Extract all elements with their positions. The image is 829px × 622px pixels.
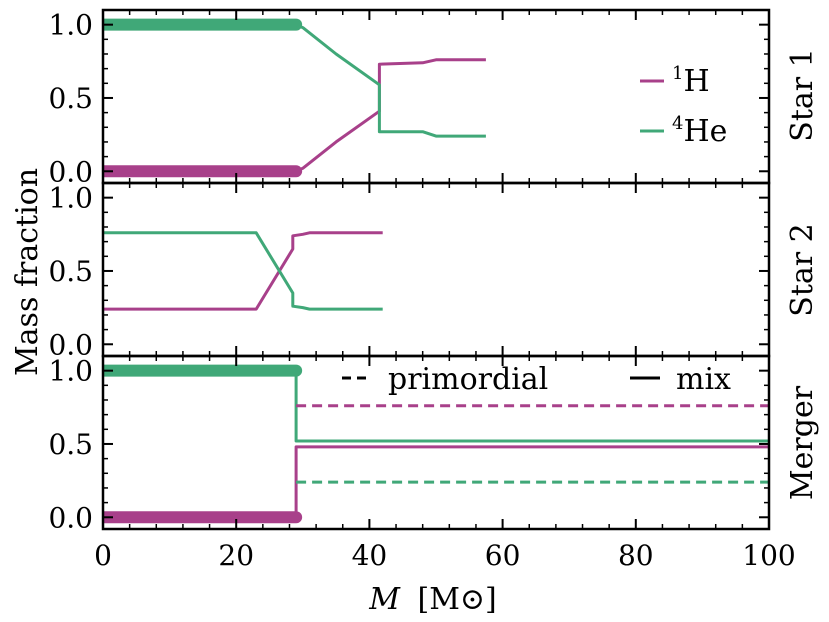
panel-label-star-1: Star 1 (785, 48, 820, 141)
line-style-legend: primordial mix (342, 362, 731, 397)
species-legend: 1H 4He (640, 63, 727, 149)
y-tick-label: 0.0 (48, 328, 93, 361)
legend-label-primordial: primordial (388, 362, 548, 397)
series-line-4He-solid (103, 231, 383, 311)
x-tick-label: 0 (94, 539, 112, 572)
y-tick-label: 0.5 (48, 428, 93, 461)
chart-marks (103, 18, 769, 524)
tick-labels: 0.00.51.00.00.51.00.00.51.00 20 40 60 80 100 (48, 9, 795, 572)
y-tick-label: 0.5 (48, 82, 93, 115)
x-tick-label: 100 (742, 539, 795, 572)
panel-2-series (103, 231, 383, 311)
y-tick-label: 0.0 (48, 501, 93, 534)
panel-1-series (103, 18, 486, 178)
y-tick-label: 1.0 (48, 355, 93, 388)
legend-label-he4: 4He (672, 113, 727, 149)
y-tick-label: 1.0 (48, 9, 93, 42)
x-tick-label: 60 (485, 539, 521, 572)
x-tick-label: 40 (352, 539, 388, 572)
series-line-1H-solid (103, 58, 486, 173)
x-axis-label-symbol: M (368, 582, 401, 617)
x-tick-label: 80 (618, 539, 654, 572)
legend-label-mix: mix (676, 362, 731, 397)
panel-2-frame (101, 181, 771, 358)
series-line-4He-solid (103, 23, 486, 138)
axis-ticks (102, 10, 770, 529)
y-tick-label: 0.5 (48, 255, 93, 288)
panel-label-star-2: Star 2 (785, 223, 820, 316)
panel-3-frame (101, 354, 771, 531)
x-tick-label: 20 (218, 539, 254, 572)
y-tick-label: 1.0 (48, 182, 93, 215)
x-axis-label: M [M⊙] (368, 582, 497, 617)
y-tick-label: 0.0 (48, 155, 93, 188)
panel-1-frame (101, 8, 771, 185)
x-axis-label-unit: [M⊙] (418, 582, 497, 617)
panel-frames (101, 8, 771, 531)
y-axis-label: Mass fraction (10, 168, 45, 376)
legend-label-h1: 1H (672, 63, 710, 99)
series-line-1H-solid (103, 231, 383, 311)
panel-label-merger: Merger (785, 385, 820, 500)
panel-3-series (103, 364, 769, 524)
